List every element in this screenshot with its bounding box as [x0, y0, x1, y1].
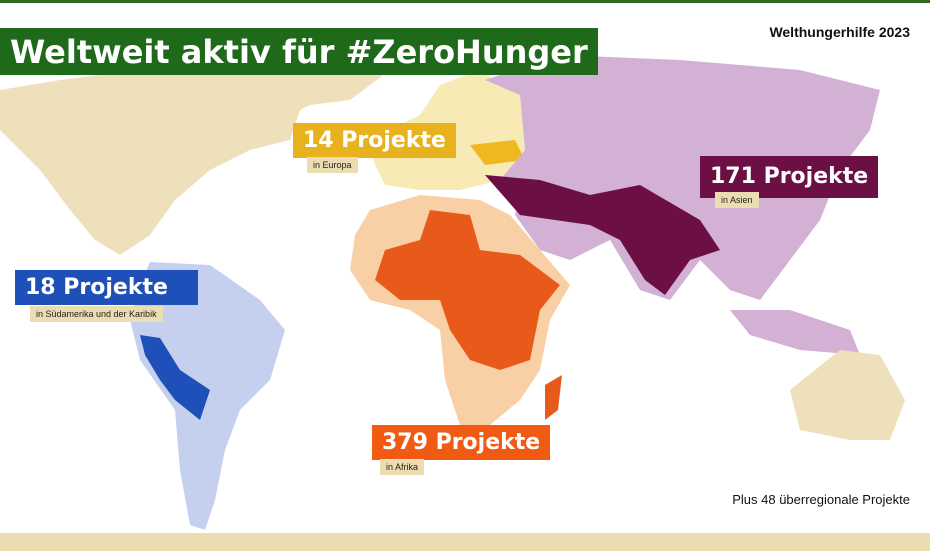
- title: Weltweit aktiv für #ZeroHunger: [0, 28, 598, 75]
- africa-projects: [375, 210, 560, 370]
- region-label: in Südamerika und der Karibik: [30, 306, 163, 322]
- footer-note: Plus 48 überregionale Projekte: [732, 492, 910, 507]
- australia: [790, 350, 905, 440]
- asia: [485, 55, 880, 300]
- asia-projects: [485, 175, 720, 295]
- region-count: 379 Projekte: [372, 425, 551, 460]
- region-label: in Europa: [307, 157, 358, 173]
- ukraine: [470, 140, 525, 165]
- north-america: [0, 62, 330, 255]
- bottom-band: [0, 533, 930, 551]
- region-label: in Asien: [715, 192, 759, 208]
- source: Welthungerhilfe 2023: [769, 24, 910, 40]
- region-count: 18 Projekte: [15, 270, 198, 305]
- region-label: in Afrika: [380, 459, 425, 475]
- region-count: 14 Projekte: [293, 123, 456, 158]
- region-count: 171 Projekte: [700, 156, 879, 198]
- southeast-asia: [730, 310, 860, 355]
- madagascar: [545, 375, 562, 420]
- andes-countries: [140, 335, 210, 420]
- top-rule: [0, 0, 930, 3]
